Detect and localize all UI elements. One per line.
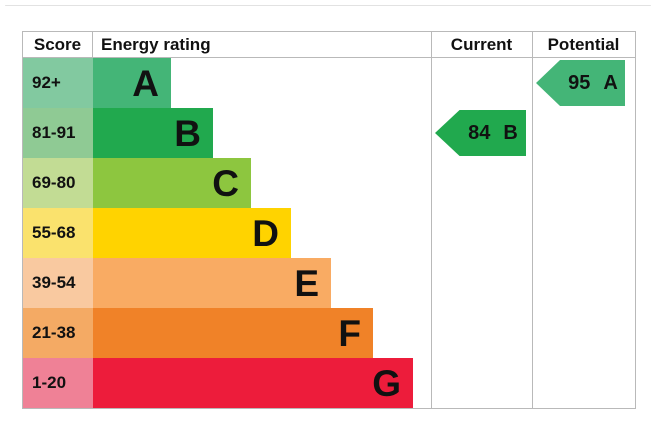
- rating-table: Score Energy rating Current Potential 92…: [22, 31, 636, 409]
- rating-letter-f: F: [338, 312, 361, 354]
- rating-letter-c: C: [212, 162, 239, 204]
- current-rating-value: 84: [468, 121, 491, 144]
- rating-bar-b: B: [93, 108, 213, 158]
- band-row-a: 92+ A: [23, 58, 431, 108]
- rating-bar-f: F: [93, 308, 373, 358]
- score-range-label: 39-54: [23, 258, 93, 308]
- rating-bar-d: D: [93, 208, 291, 258]
- potential-rating-letter: A: [603, 71, 618, 94]
- rating-letter-d: D: [252, 212, 279, 254]
- score-range-label: 81-91: [23, 108, 93, 158]
- rating-bar-a: A: [93, 58, 171, 108]
- current-rating-arrow: 84 B: [435, 110, 526, 156]
- band-row-b: 81-91 B: [23, 108, 431, 158]
- card-border: [5, 5, 651, 6]
- rating-bar-e: E: [93, 258, 331, 308]
- rating-letter-e: E: [294, 262, 319, 304]
- potential-column-header: Potential: [547, 34, 620, 54]
- rating-letter-b: B: [174, 112, 201, 154]
- potential-column-divider: [532, 32, 533, 408]
- score-range-label: 21-38: [23, 308, 93, 358]
- current-column-header: Current: [450, 34, 513, 54]
- potential-rating-arrow: 95 A: [536, 60, 625, 106]
- potential-rating-value: 95: [568, 71, 591, 94]
- rating-bar-c: C: [93, 158, 251, 208]
- band-rows: 92+ A 81-91 B 69-80 C 55-68 D: [23, 58, 431, 408]
- band-row-d: 55-68 D: [23, 208, 431, 258]
- current-column-divider: [431, 32, 432, 408]
- rating-bar-g: G: [93, 358, 413, 408]
- band-row-f: 21-38 F: [23, 308, 431, 358]
- band-row-e: 39-54 E: [23, 258, 431, 308]
- band-row-g: 1-20 G: [23, 358, 431, 408]
- band-row-c: 69-80 C: [23, 158, 431, 208]
- rating-letter-g: G: [372, 362, 401, 404]
- table-header: Score Energy rating Current Potential: [23, 32, 635, 58]
- current-rating-letter: B: [503, 121, 518, 144]
- score-range-label: 69-80: [23, 158, 93, 208]
- rating-letter-a: A: [132, 62, 159, 104]
- score-range-label: 55-68: [23, 208, 93, 258]
- score-column-header: Score: [23, 32, 93, 57]
- score-range-label: 92+: [23, 58, 93, 108]
- score-range-label: 1-20: [23, 358, 93, 408]
- energy-rating-column-header: Energy rating: [101, 34, 211, 54]
